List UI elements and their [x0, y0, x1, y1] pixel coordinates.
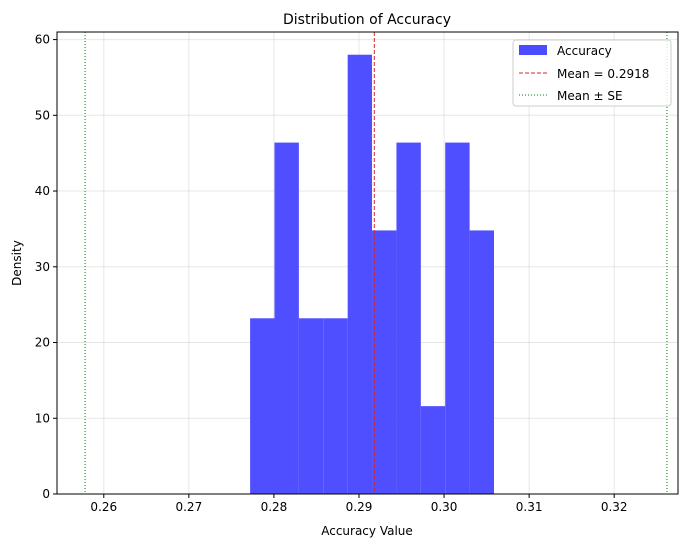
x-tick-label: 0.31: [516, 500, 543, 514]
y-tick-label: 60: [35, 33, 50, 47]
y-tick-label: 40: [35, 184, 50, 198]
chart-title: Distribution of Accuracy: [283, 12, 451, 28]
histogram-bar: [250, 318, 275, 494]
histogram-bar: [323, 318, 348, 494]
legend-label-se: Mean ± SE: [557, 89, 623, 103]
histogram-bar: [372, 230, 397, 494]
histogram-bar: [274, 142, 299, 495]
y-tick-label: 50: [35, 108, 50, 122]
x-tick-label: 0.28: [261, 500, 288, 514]
y-tick-label: 10: [35, 411, 50, 425]
histogram-bar: [445, 142, 470, 495]
histogram-bar: [347, 54, 373, 494]
x-tick-label: 0.26: [90, 500, 117, 514]
x-tick-label: 0.27: [175, 500, 202, 514]
x-tick-label: 0.32: [601, 500, 628, 514]
legend: Accuracy Mean = 0.2918 Mean ± SE: [512, 39, 672, 107]
reference-lines: [84, 32, 668, 494]
y-tick-label: 30: [35, 260, 50, 274]
x-tick-label: 0.30: [431, 500, 458, 514]
histogram-bar: [469, 230, 494, 494]
x-tick-label: 0.29: [346, 500, 373, 514]
legend-label-accuracy: Accuracy: [557, 44, 612, 58]
histogram-bar: [298, 318, 324, 494]
plot-frame: [56, 31, 679, 495]
y-axis-label: Density: [10, 240, 24, 286]
x-axis-label: Accuracy Value: [321, 524, 413, 538]
ticks: 0.26 0.27 0.28 0.29 0.30 0.31 0.32 0 10 20 30 40 50 6…: [35, 33, 628, 514]
legend-label-mean: Mean = 0.2918: [557, 67, 649, 81]
y-tick-label: 0: [42, 487, 50, 501]
bars: [250, 54, 494, 495]
histogram-bar: [420, 406, 446, 494]
histogram-bar: [396, 142, 421, 495]
y-tick-label: 20: [35, 336, 50, 350]
legend-swatch-accuracy: [519, 45, 547, 55]
